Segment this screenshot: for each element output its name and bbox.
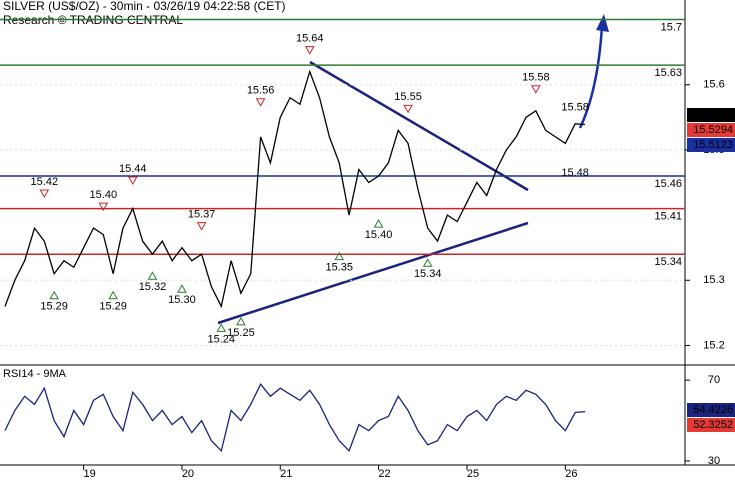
pivot-label: 15.55 [394, 91, 422, 103]
x-tick-label: 22 [378, 468, 390, 480]
pivot-label: 15.30 [168, 294, 196, 306]
pivot-label: 15.29 [99, 301, 127, 313]
pivot-label: 15.44 [119, 163, 147, 175]
pivot-high [196, 222, 207, 231]
pivot-label: 15.29 [40, 301, 68, 313]
rsi-box-label: 52.3252 [693, 419, 733, 431]
price-box [687, 108, 735, 122]
pivot-low [108, 290, 118, 300]
y-tick-label: 70 [708, 374, 720, 386]
pivot-high [403, 104, 413, 114]
x-tick-label: 26 [565, 468, 577, 480]
pivot-label: 15.42 [31, 176, 59, 188]
x-tick-label: 21 [280, 468, 292, 480]
pivot-label: 15.24 [208, 333, 236, 345]
x-tick-label: 19 [84, 468, 96, 480]
pivot-label: 15.34 [414, 268, 442, 280]
price-box-label: 15.5123 [693, 139, 733, 151]
pivot-low [422, 258, 433, 267]
level-label: 15.7 [661, 21, 682, 33]
price-box-label: 15.539 [699, 109, 733, 121]
x-tick-label: 20 [182, 468, 194, 480]
pivot-low [373, 219, 384, 228]
pivot-high [127, 176, 138, 186]
price-box [687, 123, 735, 137]
x-tick-label: 25 [467, 468, 479, 480]
price-box-label: 15.5294 [693, 124, 733, 136]
level-label: 15.34 [654, 256, 682, 268]
pivot-high [530, 85, 541, 94]
pivot-label: 15.37 [188, 209, 216, 221]
forecast-arrow [578, 25, 604, 129]
pivot-high [39, 189, 50, 199]
rsi-title: RSI14 - 9MA [3, 368, 67, 380]
pivot-label: 15.40 [90, 189, 118, 201]
trendline [309, 60, 529, 192]
y-tick-label: 30 [708, 455, 720, 467]
price-line [4, 382, 586, 453]
pivot-label: 15.40 [365, 229, 393, 241]
pivot-high [98, 202, 109, 212]
rsi-box [687, 418, 735, 432]
arrow-head [596, 14, 609, 32]
pivot-label: 15.58 [522, 72, 550, 84]
pivot-high [304, 46, 315, 55]
pivot-label: 15.56 [247, 85, 275, 97]
y-tick-label: 15.2 [703, 339, 724, 351]
pivot-low [147, 271, 158, 280]
target-label: 15.58 [561, 102, 589, 114]
pivot-label: 15.35 [325, 262, 353, 274]
rsi-box-label: 54.4226 [693, 404, 733, 416]
y-tick-label: 15.6 [703, 79, 724, 91]
price-line [4, 69, 586, 309]
rsi-box [687, 403, 735, 417]
pivot-low [334, 251, 345, 261]
level-label: 15.41 [654, 210, 682, 222]
y-tick-label: 15.3 [703, 274, 724, 286]
level-label: 15.46 [654, 178, 682, 190]
pivot-low [216, 323, 227, 332]
pivot-low [177, 284, 187, 293]
price-box [687, 138, 735, 152]
pivot-label: 15.64 [296, 33, 324, 45]
pivot-low [49, 290, 60, 300]
trendline [217, 221, 529, 325]
pivot-high [255, 98, 266, 107]
target-label: 15.48 [561, 167, 589, 179]
level-label: 15.63 [654, 67, 682, 79]
pivot-low [236, 316, 246, 326]
pivot-label: 15.25 [227, 327, 255, 339]
header-title: SILVER (US$/OZ) - 30min - 03/26/19 04:22… [3, 0, 286, 13]
pivot-label: 15.32 [139, 281, 167, 293]
